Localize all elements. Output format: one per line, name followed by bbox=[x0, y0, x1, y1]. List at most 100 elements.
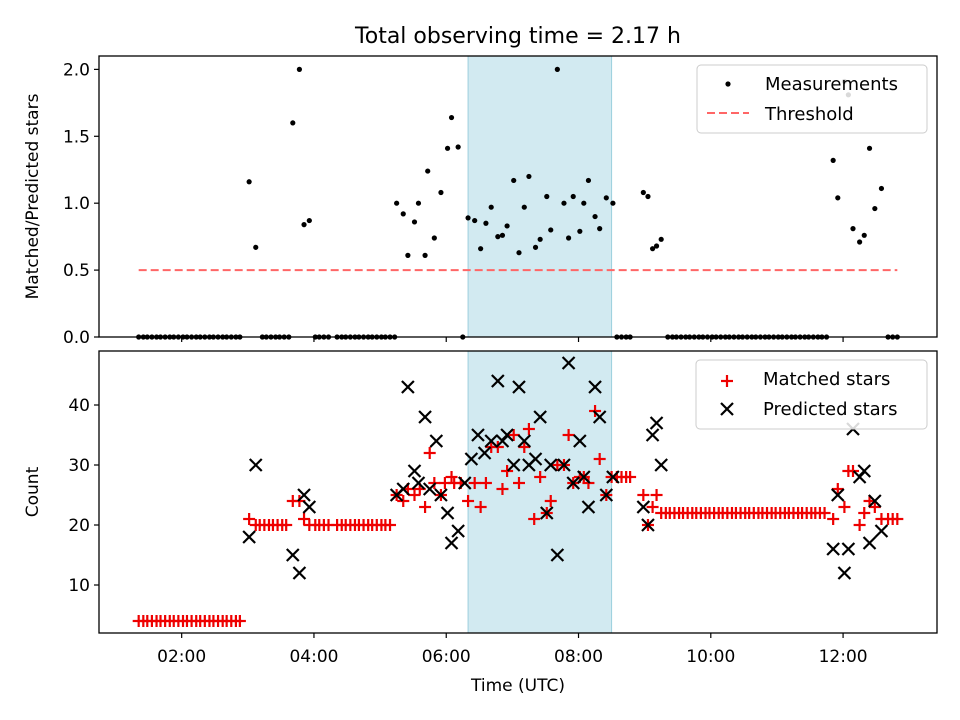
x-tick-label: 12:00 bbox=[819, 647, 868, 667]
predicted-star-point bbox=[649, 416, 664, 430]
predicted-star-point bbox=[302, 500, 317, 514]
legend-predicted-label: Predicted stars bbox=[763, 399, 897, 420]
measurement-point bbox=[405, 252, 411, 258]
predicted-star-point bbox=[557, 458, 571, 472]
matched-star-point bbox=[419, 501, 432, 513]
predicted-star-point bbox=[491, 374, 505, 388]
predicted-star-point bbox=[477, 446, 492, 460]
measurement-point bbox=[301, 222, 307, 228]
predicted-star-point bbox=[636, 500, 651, 514]
matched-star-point bbox=[847, 465, 860, 477]
matched-star-point bbox=[298, 513, 311, 525]
measurement-point bbox=[658, 236, 664, 242]
predicted-star-point bbox=[464, 452, 479, 466]
matched-star-point bbox=[468, 477, 481, 489]
x-tick-label: 04:00 bbox=[289, 647, 338, 667]
predicted-star-point bbox=[286, 548, 300, 562]
measurement-point bbox=[565, 235, 572, 241]
measurement-point bbox=[246, 179, 252, 185]
measurement-point bbox=[425, 168, 431, 174]
measurement-point bbox=[499, 232, 506, 238]
legend-matched-label: Matched stars bbox=[763, 369, 890, 390]
measurement-point bbox=[577, 228, 583, 234]
measurement-point bbox=[878, 185, 885, 192]
predicted-star-point bbox=[573, 434, 587, 448]
predicted-star-point bbox=[588, 380, 602, 394]
measurement-point bbox=[592, 213, 598, 220]
predicted-star-point bbox=[550, 548, 565, 562]
matched-star-point bbox=[562, 429, 575, 441]
measurement-point bbox=[290, 120, 296, 126]
measurement-point bbox=[866, 145, 873, 151]
bottom-plot-frame bbox=[98, 350, 938, 634]
y-tick-label: 1.5 bbox=[63, 127, 90, 147]
y-tick-label: 10 bbox=[68, 576, 90, 596]
measurement-point bbox=[649, 246, 656, 252]
figure-title: Total observing time = 2.17 h bbox=[354, 24, 681, 49]
measurement-point bbox=[431, 235, 437, 241]
predicted-star-point bbox=[242, 530, 256, 544]
measurement-point bbox=[448, 114, 455, 121]
measurement-point bbox=[610, 200, 616, 206]
predicted-star-point bbox=[561, 356, 576, 370]
predicted-star-point bbox=[457, 476, 472, 490]
matched-star-point bbox=[507, 429, 520, 441]
measurement-point bbox=[861, 232, 867, 238]
measurement-point bbox=[455, 144, 461, 150]
predicted-star-point bbox=[429, 434, 444, 448]
measurement-point bbox=[537, 236, 543, 242]
matched-star-point bbox=[280, 519, 293, 531]
predicted-star-point bbox=[654, 458, 668, 472]
y-tick-label: 20 bbox=[68, 516, 90, 536]
top-plot-frame bbox=[98, 55, 938, 338]
predicted-star-point bbox=[471, 428, 485, 442]
matched-star-point bbox=[858, 507, 871, 519]
measurement-point bbox=[521, 204, 527, 210]
bottom-legend-box bbox=[695, 359, 928, 430]
predicted-star-point bbox=[599, 488, 614, 502]
bottom-plot-marks bbox=[132, 356, 904, 627]
predicted-star-point bbox=[539, 506, 554, 520]
predicted-star-point bbox=[566, 476, 581, 490]
measurement-point bbox=[554, 66, 560, 72]
matched-star-point bbox=[624, 471, 637, 483]
bottom-panel: 02:00 04:00 06:00 08:00 10:00 12:00 10203040 … bbox=[23, 350, 938, 696]
predicted-star-point bbox=[411, 476, 426, 490]
matched-star-point bbox=[528, 513, 541, 525]
matched-star-point bbox=[593, 453, 606, 465]
measurement-point bbox=[597, 226, 603, 232]
measurement-point bbox=[581, 200, 587, 206]
y-tick-label: 1.0 bbox=[63, 194, 90, 214]
measurement-point bbox=[857, 239, 863, 245]
measurement-point bbox=[422, 252, 428, 258]
matched-star-point bbox=[501, 465, 514, 477]
predicted-star-point bbox=[248, 458, 263, 472]
measurement-point bbox=[504, 223, 510, 229]
y-tick-label: 0.5 bbox=[63, 261, 90, 281]
measurement-point bbox=[850, 226, 856, 232]
predicted-star-point bbox=[857, 464, 872, 478]
legend-matched-marker bbox=[721, 375, 733, 387]
measurement-point bbox=[253, 244, 259, 250]
measurement-point bbox=[400, 211, 406, 217]
measurement-point bbox=[570, 193, 576, 200]
x-tick-label: 06:00 bbox=[422, 647, 471, 667]
matched-star-point bbox=[818, 507, 831, 519]
predicted-star-point bbox=[874, 524, 889, 538]
predicted-star-point bbox=[868, 494, 882, 508]
matched-star-point bbox=[233, 615, 246, 627]
measurement-point bbox=[296, 66, 303, 72]
top-plot-marks bbox=[136, 66, 900, 340]
y-tick-label: 0.0 bbox=[63, 328, 90, 348]
predicted-star-point bbox=[517, 434, 532, 448]
measurement-point bbox=[872, 205, 878, 212]
legend-measurements-marker bbox=[725, 81, 731, 87]
matched-star-point bbox=[534, 471, 547, 483]
measurement-point bbox=[478, 246, 484, 252]
matched-star-point bbox=[544, 495, 557, 507]
predicted-star-point bbox=[484, 434, 498, 448]
predicted-star-point bbox=[641, 518, 655, 532]
matched-star-point bbox=[831, 483, 844, 495]
measurement-point bbox=[603, 195, 609, 201]
matched-star-point bbox=[445, 471, 458, 483]
